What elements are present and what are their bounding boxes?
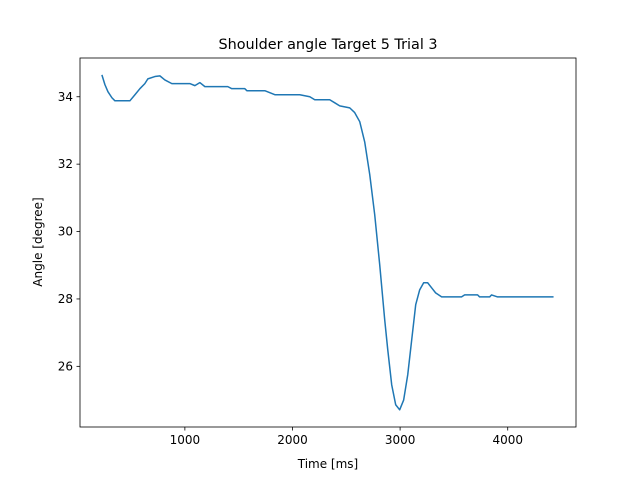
x-tick-label: 4000: [492, 433, 523, 447]
data-line: [101, 74, 554, 411]
plot-frame: [79, 57, 577, 428]
y-axis-label: Angle [degree]: [31, 197, 45, 286]
y-tick-label: 30: [58, 225, 73, 239]
y-tick-label: 28: [58, 292, 73, 306]
x-axis-label: Time [ms]: [297, 457, 359, 471]
x-tick-label: 1000: [170, 433, 201, 447]
y-tick-label: 34: [58, 90, 73, 104]
chart-title: Shoulder angle Target 5 Trial 3: [218, 37, 437, 53]
x-tick-label: 3000: [385, 433, 416, 447]
y-tick-label: 26: [58, 359, 73, 373]
x-tick-label: 2000: [277, 433, 308, 447]
y-tick-label: 32: [58, 157, 73, 171]
